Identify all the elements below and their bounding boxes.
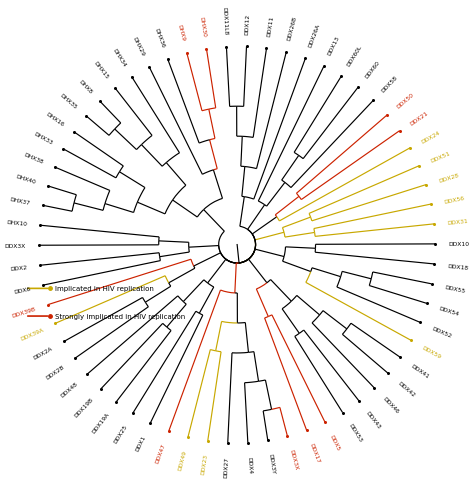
Text: DHX38: DHX38	[23, 152, 44, 165]
Text: DHX37: DHX37	[9, 197, 30, 206]
Text: DDX60L: DDX60L	[346, 44, 363, 67]
Text: DDX2A: DDX2A	[33, 346, 54, 361]
Text: DHX34: DHX34	[112, 48, 127, 68]
Text: DDX25: DDX25	[113, 423, 128, 443]
Text: DHX10: DHX10	[6, 220, 27, 227]
Text: DHX30: DHX30	[199, 16, 207, 37]
Text: DDX59: DDX59	[421, 345, 442, 359]
Text: DDX42: DDX42	[396, 380, 416, 397]
Text: DDX3X: DDX3X	[288, 448, 299, 470]
Text: DHX15: DHX15	[92, 60, 109, 80]
Text: DDX27: DDX27	[224, 455, 229, 477]
Text: DHX40: DHX40	[15, 174, 36, 185]
Text: DHX9: DHX9	[177, 24, 186, 42]
Text: DDX2B: DDX2B	[45, 364, 65, 380]
Text: DDX1: DDX1	[135, 434, 147, 451]
Text: Strongly implicated in HIV replication: Strongly implicated in HIV replication	[55, 314, 185, 319]
Text: DHX16: DHX16	[45, 111, 65, 127]
Text: DDX56: DDX56	[443, 195, 465, 204]
Text: DDX28: DDX28	[438, 173, 459, 183]
Text: DDX53: DDX53	[347, 422, 363, 443]
Text: DDX19A: DDX19A	[91, 410, 110, 434]
Text: DDX4: DDX4	[246, 455, 252, 473]
Text: DDX49: DDX49	[177, 449, 187, 470]
Text: DHX29: DHX29	[132, 36, 146, 57]
Text: DDX12: DDX12	[245, 14, 251, 35]
Text: DDX3X: DDX3X	[5, 243, 26, 248]
Text: DDX19B: DDX19B	[73, 396, 94, 418]
Text: DDX3Y: DDX3Y	[267, 453, 275, 474]
Text: DDX47: DDX47	[155, 442, 167, 464]
Text: DDX24: DDX24	[420, 130, 441, 144]
Text: DDX51: DDX51	[430, 151, 451, 164]
Text: DDX55: DDX55	[444, 284, 465, 293]
Text: DDX50: DDX50	[395, 91, 414, 109]
Text: DDX46: DDX46	[382, 395, 400, 414]
Text: DDX58: DDX58	[380, 75, 398, 93]
Text: DDX5: DDX5	[328, 433, 341, 451]
Text: DDX31: DDX31	[447, 218, 468, 226]
Text: DDX43: DDX43	[365, 410, 382, 429]
Text: DDX39A: DDX39A	[19, 327, 44, 341]
Text: DDX11: DDX11	[266, 15, 274, 37]
Text: DHX36: DHX36	[154, 28, 165, 48]
Text: DDX60: DDX60	[364, 60, 381, 79]
Text: DDX26B: DDX26B	[287, 16, 298, 42]
Text: DDX17: DDX17	[309, 441, 321, 463]
Text: DDX54: DDX54	[438, 305, 460, 316]
Text: DDX39B: DDX39B	[11, 306, 36, 319]
Text: DDX26A: DDX26A	[308, 23, 321, 48]
Text: DDX13: DDX13	[327, 35, 341, 57]
Text: Implicated in HIV replication: Implicated in HIV replication	[55, 286, 154, 292]
Text: DDX11L8: DDX11L8	[222, 6, 228, 35]
Text: DDX41: DDX41	[410, 363, 429, 379]
Text: DDX2: DDX2	[9, 265, 27, 272]
Text: DDX21: DDX21	[409, 110, 429, 126]
Text: DHX33: DHX33	[33, 131, 53, 146]
Text: DDX18: DDX18	[447, 263, 468, 270]
Text: DDX10: DDX10	[448, 242, 469, 247]
Text: DDX23: DDX23	[200, 453, 208, 475]
Text: DDX48: DDX48	[60, 381, 79, 398]
Text: DDX6: DDX6	[13, 286, 31, 294]
Text: DHX35: DHX35	[59, 93, 78, 110]
Text: DHX8: DHX8	[78, 79, 93, 94]
Text: DDX52: DDX52	[430, 325, 452, 338]
